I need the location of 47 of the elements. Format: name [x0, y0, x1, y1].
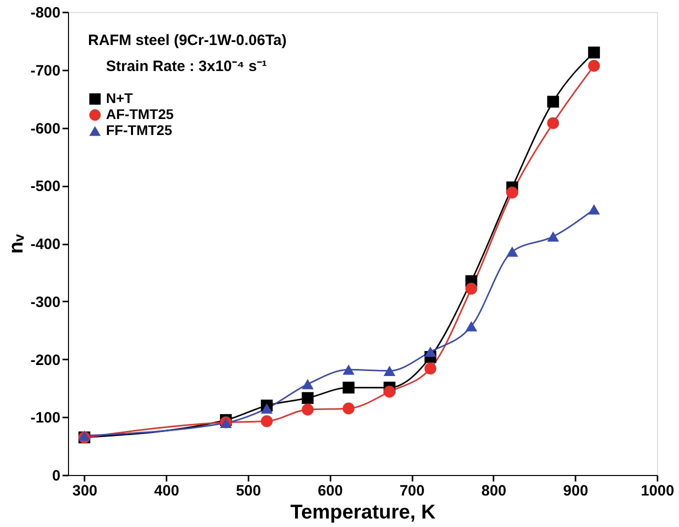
y-tick-label: -300 [30, 294, 60, 311]
point [342, 364, 355, 375]
point [506, 186, 518, 198]
point [506, 246, 518, 257]
point [302, 404, 314, 416]
y-tick-label: -800 [30, 4, 60, 22]
x-tick-label: 700 [400, 482, 425, 500]
x-tick-label: 1000 [640, 482, 674, 500]
point [547, 96, 560, 108]
point [302, 392, 314, 404]
x-tick-label: 800 [481, 482, 506, 500]
point [260, 403, 273, 414]
legend-label: N+T [106, 90, 134, 106]
y-tick-label: -400 [30, 236, 60, 253]
point [384, 366, 396, 376]
y-tick-label: -200 [30, 352, 60, 369]
x-tick-label: 300 [72, 482, 98, 500]
point [342, 402, 355, 414]
y-tick-label: -700 [30, 62, 60, 80]
y-axis-title: nᵥ [5, 234, 28, 254]
y-tick-label: -100 [30, 410, 60, 427]
point [424, 346, 436, 357]
point [588, 46, 600, 58]
point [260, 415, 273, 428]
point [78, 430, 90, 441]
point [588, 204, 600, 214]
x-tick-label: 500 [236, 482, 261, 500]
point [547, 117, 560, 130]
legend-label: AF-TMT25 [106, 106, 174, 122]
annotation: RAFM steel (9Cr-1W-0.06Ta) [88, 32, 287, 49]
point [465, 321, 478, 332]
x-axis-title: Temperature, K [290, 502, 436, 524]
point [465, 282, 478, 295]
point [384, 386, 396, 398]
point [302, 379, 314, 390]
point [342, 382, 355, 394]
y-tick-label: 0 [52, 468, 60, 484]
legend-label: FF-TMT25 [106, 122, 172, 138]
point [424, 362, 436, 374]
point [547, 231, 560, 242]
x-tick-label: 600 [318, 482, 343, 500]
y-tick-label: -600 [30, 120, 60, 138]
y-tick-label: -500 [30, 178, 60, 196]
x-tick-label: 400 [154, 482, 180, 500]
point [588, 60, 600, 72]
x-tick-label: 900 [563, 482, 588, 500]
annotation: Strain Rate : 3x10⁻⁴ s⁻¹ [106, 58, 267, 75]
